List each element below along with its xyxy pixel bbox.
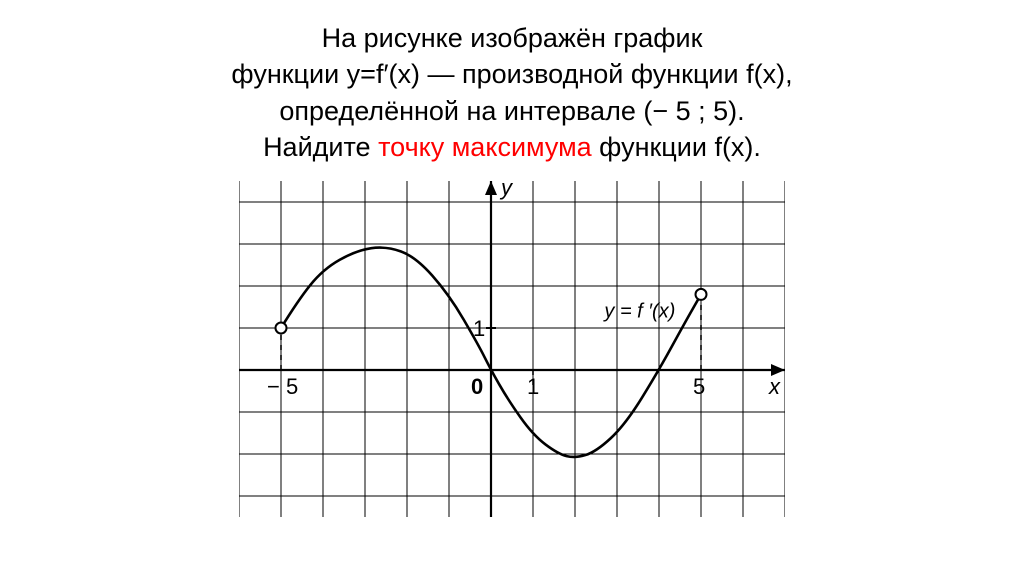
derivative-chart: y x 1 0 1 − 5 5 y = f ′(x): [239, 181, 785, 517]
title-line-1: На рисунке изображён график: [322, 23, 703, 53]
svg-text:y = f ′(x): y = f ′(x): [602, 300, 675, 322]
title-line-3: определённой на интервале (− 5 ; 5).: [279, 96, 744, 126]
svg-text:0: 0: [471, 374, 483, 399]
svg-text:y: y: [499, 181, 514, 200]
svg-text:1: 1: [527, 374, 539, 399]
svg-text:x: x: [768, 374, 781, 399]
title-line-4b: функции f(x).: [592, 132, 761, 162]
title-line-4a: Найдите: [263, 132, 378, 162]
chart-container: y x 1 0 1 − 5 5 y = f ′(x): [20, 181, 1004, 517]
svg-text:1: 1: [473, 316, 485, 341]
problem-statement: На рисунке изображён график функции y=f′…: [20, 20, 1004, 166]
svg-text:− 5: − 5: [267, 374, 298, 399]
svg-text:5: 5: [693, 374, 705, 399]
title-maximum-point: точку максимума: [378, 132, 592, 162]
title-line-2: функции y=f′(x) — производной функции f(…: [231, 59, 792, 89]
